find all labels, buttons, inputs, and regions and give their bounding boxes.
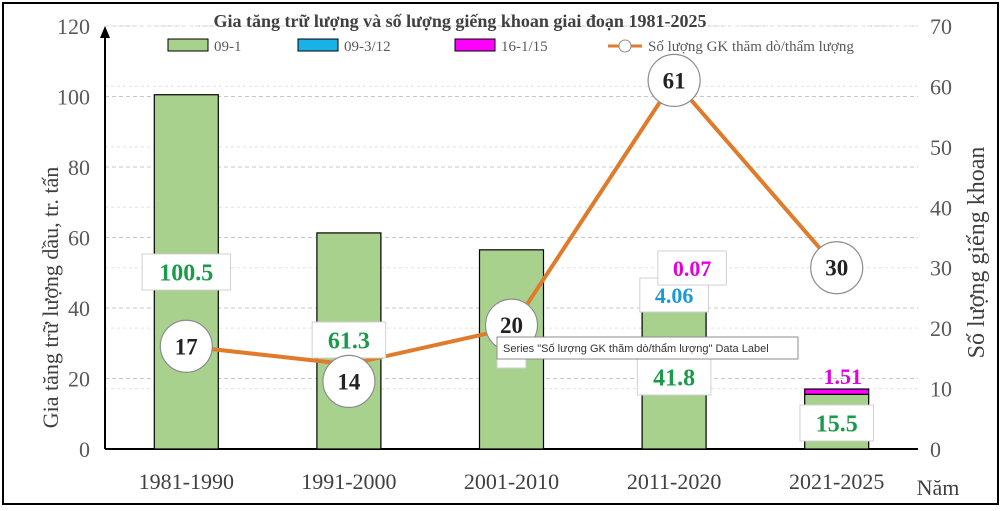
data-label-box [311, 321, 387, 359]
data-label-box [141, 253, 232, 291]
data-label-box [799, 404, 874, 442]
x-tick-label: 2001-2010 [464, 469, 559, 494]
legend-swatch [167, 38, 209, 52]
y2-axis-title: Số lượng giếng khoan [964, 147, 990, 359]
legend-label: 09-1 [214, 39, 242, 55]
y2-tick-label: 30 [930, 256, 952, 281]
data-label-box [657, 250, 727, 286]
y2-tick-label: 50 [930, 135, 952, 160]
legend-marker [618, 39, 632, 53]
x-tick-label: 1981-1990 [139, 469, 234, 494]
x-tick-label: 2011-2020 [627, 469, 722, 494]
y2-tick-label: 70 [930, 14, 952, 39]
line-marker-label-circle [647, 53, 701, 107]
y-tick-label: 40 [68, 296, 90, 321]
y-tick-label: 0 [79, 437, 90, 462]
y-axis-title: Gia tăng trữ lượng dầu, tr. tấn [38, 167, 63, 429]
legend-label: 09-3/12 [344, 39, 391, 55]
data-label: 61.3 [328, 329, 370, 355]
data-label: 1.51 [823, 364, 862, 389]
y2-tick-label: 10 [930, 377, 952, 402]
y2-tick-label: 40 [930, 195, 952, 220]
data-label: 4.06 [655, 283, 694, 308]
y-tick-label: 20 [68, 367, 90, 392]
y2-tick-label: 20 [930, 316, 952, 341]
legend-swatch [454, 38, 496, 52]
line-data-label: 30 [825, 256, 848, 281]
line-data-label: 14 [337, 369, 361, 394]
line-marker-label-circle [322, 354, 376, 408]
legend-label: 16-1/15 [501, 39, 548, 55]
line-marker-label-circle [810, 241, 864, 295]
data-label: 41.8 [653, 366, 695, 392]
legend-swatch [297, 38, 339, 52]
line-data-label: 17 [175, 334, 198, 359]
y-tick-label: 60 [68, 226, 90, 251]
line-data-label: 20 [500, 313, 523, 338]
x-axis-title: Năm [917, 475, 960, 500]
bar-16-1-15 [804, 388, 870, 395]
y2-tick-label: 60 [930, 74, 952, 99]
line-data-label: 61 [663, 68, 686, 93]
x-tick-label: 1991-2000 [301, 469, 396, 494]
chart-title: Gia tăng trữ lượng và số lượng giếng kho… [214, 11, 707, 31]
data-label: 15.5 [816, 412, 858, 438]
y2-tick-label: 0 [930, 437, 941, 462]
y-tick-label: 120 [57, 14, 90, 39]
y-axis-arrow [100, 26, 110, 38]
line-marker-label-circle [159, 319, 213, 373]
y-tick-label: 100 [57, 85, 90, 110]
tooltip-text: Series "Số lượng GK thăm dò/thẩm lượng" … [503, 343, 769, 355]
data-label: 100.5 [159, 261, 213, 287]
x-tick-label: 2021-2025 [789, 469, 884, 494]
tooltip-box [496, 336, 799, 360]
data-label: 0.07 [673, 256, 712, 281]
legend-label: Số lượng GK thăm dò/thẩm lượng [648, 39, 854, 55]
y-tick-label: 80 [68, 155, 90, 180]
